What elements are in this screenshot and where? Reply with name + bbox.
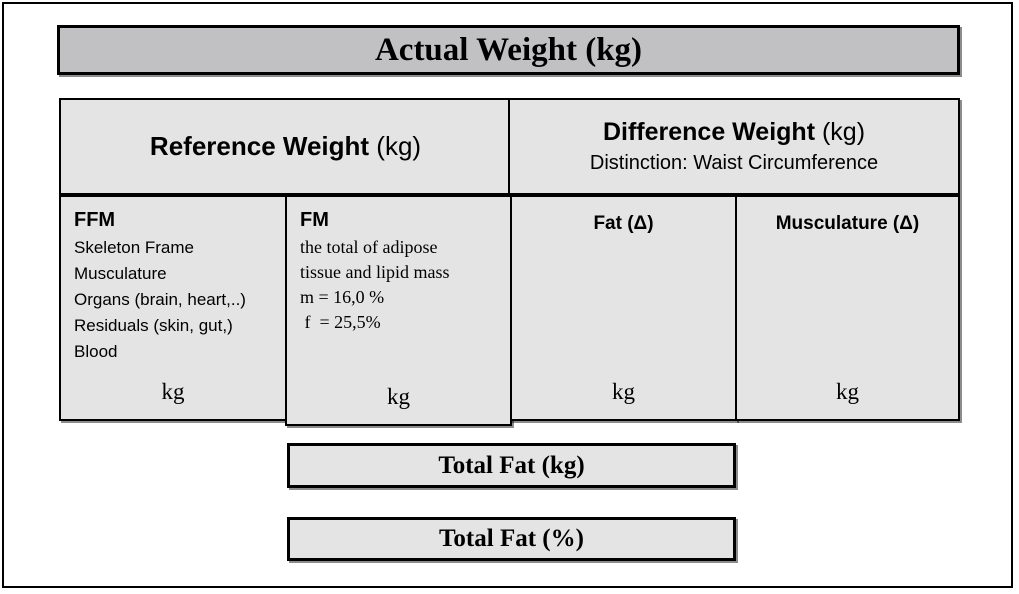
ffm-unit: kg [161,379,185,404]
difference-weight-subtitle: Distinction: Waist Circumference [589,152,879,174]
ffm-line: Musculature [74,264,167,283]
ffm-line: Blood [74,342,118,361]
total-fat-percent-label: Total Fat (%) [439,525,584,552]
ffm-title: FFM [74,209,116,231]
ffm-line: Skeleton Frame [74,238,194,257]
fm-line: the total of adipose [300,237,438,257]
outer-frame [2,2,1013,588]
fm-unit: kg [387,384,410,409]
reference-weight-title: Reference Weight [149,131,370,161]
fat-delta-title: Fat (Δ) [593,213,654,234]
total-fat-kg-label: Total Fat (kg) [438,451,585,479]
fat-delta-column: Fat (Δ) kg [510,195,737,421]
musculature-delta-column: Musculature (Δ) kg [735,195,960,421]
total-fat-percent-box: Total Fat (%) [287,517,736,561]
difference-weight-unit: (kg) [821,118,866,146]
fm-line: tissue and lipid mass [300,262,450,282]
reference-weight-cell: Reference Weight (kg) [59,98,512,195]
musculature-delta-title: Musculature (Δ) [775,213,920,234]
ffm-line: Organs (brain, heart,..) [74,290,246,309]
difference-weight-title: Difference Weight [602,118,816,146]
musculature-delta-unit: kg [836,379,859,404]
fm-line: f = 25,5% [300,312,381,332]
ffm-line: Residuals (skin, gut,) [74,316,233,335]
difference-weight-cell: Difference Weight (kg) Distinction: Wais… [508,98,960,195]
actual-weight-header: Actual Weight (kg) [57,25,960,75]
actual-weight-title: Actual Weight (kg) [374,31,643,68]
reference-weight-unit: (kg) [376,131,422,161]
fat-delta-unit: kg [612,379,635,404]
ffm-column: FFM Skeleton Frame Musculature Organs (b… [59,195,287,421]
total-fat-kg-box: Total Fat (kg) [287,443,736,488]
fm-title: FM [300,209,329,231]
fm-column: FM the total of adipose tissue and lipid… [285,195,512,426]
fm-line: m = 16,0 % [300,287,385,307]
